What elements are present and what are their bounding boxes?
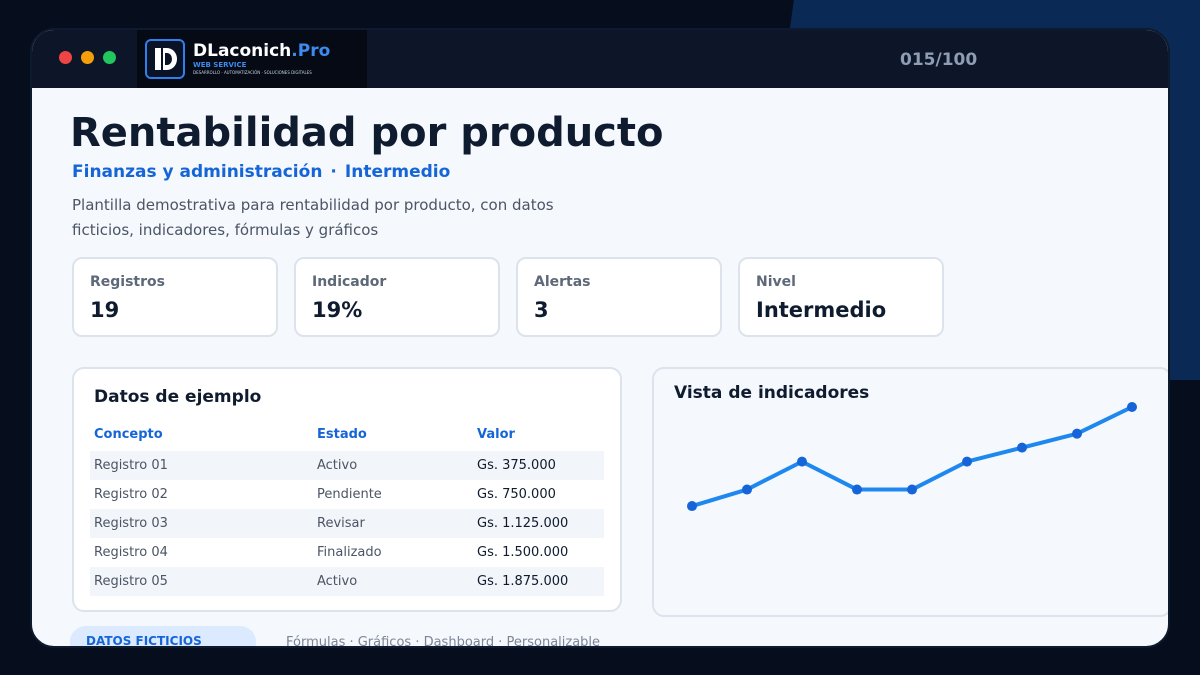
column-header-estado: Estado	[317, 427, 367, 442]
stat-value: 19	[90, 298, 120, 322]
table-row: Registro 01 Activo Gs. 375.000	[90, 451, 604, 480]
chart-title: Vista de indicadores	[674, 383, 870, 403]
stat-card-nivel: Nivel Intermedio	[738, 257, 944, 337]
maximize-window-button[interactable]	[103, 51, 116, 64]
page-subtitle: Finanzas y administración · Intermedio	[72, 162, 450, 182]
sample-data-panel: Datos de ejemplo Concepto Estado Valor R…	[72, 367, 622, 612]
cell-valor: Gs. 1.500.000	[477, 545, 569, 560]
data-point	[907, 484, 917, 495]
stat-card-indicador: Indicador 19%	[294, 257, 500, 337]
cell-estado: Pendiente	[317, 487, 382, 502]
stat-card-alertas: Alertas 3	[516, 257, 722, 337]
table-title: Datos de ejemplo	[94, 387, 262, 407]
data-point	[797, 456, 807, 467]
cell-estado: Activo	[317, 458, 358, 473]
column-header-concepto: Concepto	[94, 427, 163, 442]
stat-label: Nivel	[756, 274, 796, 290]
cell-concepto: Registro 02	[94, 487, 168, 502]
indicators-chart-panel: Vista de indicadores	[652, 367, 1168, 617]
line-chart	[687, 402, 1137, 512]
cell-valor: Gs. 1.125.000	[477, 516, 569, 531]
page-title: Rentabilidad por producto	[70, 110, 664, 156]
subtitle-separator: ·	[330, 162, 337, 182]
data-point	[1017, 442, 1027, 453]
table-row: Registro 03 Revisar Gs. 1.125.000	[90, 509, 604, 538]
stat-label: Registros	[90, 274, 165, 290]
cell-estado: Activo	[317, 574, 358, 589]
cell-valor: Gs. 1.875.000	[477, 574, 569, 589]
cell-concepto: Registro 01	[94, 458, 168, 473]
cell-concepto: Registro 05	[94, 574, 168, 589]
logo-icon	[145, 39, 185, 79]
app-window: DLaconich.Pro WEB SERVICE DESARROLLO · A…	[30, 28, 1170, 648]
fictitious-data-badge: DATOS FICTICIOS	[70, 626, 256, 646]
cell-concepto: Registro 04	[94, 545, 168, 560]
brand-logo: DLaconich.Pro WEB SERVICE DESARROLLO · A…	[137, 30, 367, 88]
category-label: Finanzas y administración	[72, 162, 323, 182]
cell-estado: Finalizado	[317, 545, 382, 560]
data-point	[1127, 402, 1137, 412]
close-window-button[interactable]	[59, 51, 72, 64]
logo-tagline: DESARROLLO · AUTOMATIZACIÓN · SOLUCIONES…	[193, 70, 312, 75]
data-point	[962, 456, 972, 467]
data-point	[687, 501, 697, 512]
logo-subtitle: WEB SERVICE	[193, 61, 247, 69]
stat-card-registros: Registros 19	[72, 257, 278, 337]
cell-concepto: Registro 03	[94, 516, 168, 531]
stat-label: Alertas	[534, 274, 591, 290]
cell-estado: Revisar	[317, 516, 365, 531]
stat-value: Intermedio	[756, 298, 887, 322]
table-row: Registro 02 Pendiente Gs. 750.000	[90, 480, 604, 509]
cell-valor: Gs. 750.000	[477, 487, 556, 502]
stat-value: 3	[534, 298, 549, 322]
stat-label: Indicador	[312, 274, 387, 290]
data-point	[742, 484, 752, 495]
data-point	[852, 484, 862, 495]
table-row: Registro 04 Finalizado Gs. 1.500.000	[90, 538, 604, 567]
slide-counter: 015/100	[900, 50, 978, 70]
table-row: Registro 05 Activo Gs. 1.875.000	[90, 567, 604, 596]
column-header-valor: Valor	[477, 427, 515, 442]
page-description: Plantilla demostrativa para rentabilidad…	[72, 196, 554, 239]
titlebar: DLaconich.Pro WEB SERVICE DESARROLLO · A…	[32, 30, 1168, 88]
stat-value: 19%	[312, 298, 363, 322]
features-text: Fórmulas · Gráficos · Dashboard · Person…	[286, 635, 601, 648]
data-point	[1072, 428, 1082, 439]
logo-name: DLaconich.Pro	[193, 41, 331, 61]
level-label: Intermedio	[344, 162, 451, 182]
minimize-window-button[interactable]	[81, 51, 94, 64]
cell-valor: Gs. 375.000	[477, 458, 556, 473]
